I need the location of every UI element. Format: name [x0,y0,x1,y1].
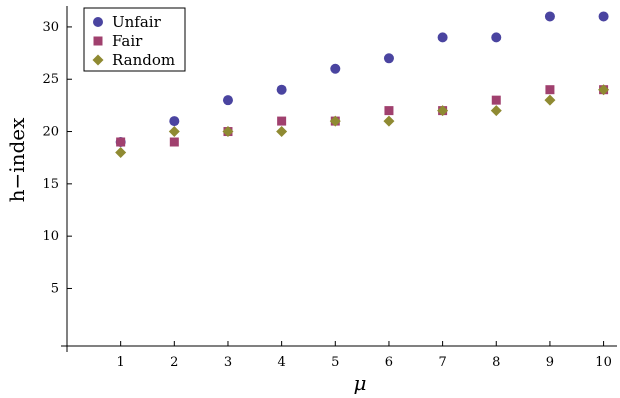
x-tick-label: 9 [546,355,554,370]
y-tick-label: 25 [42,72,59,87]
legend-marker-random [92,54,104,66]
legend-marker-fair [93,36,103,46]
data-point-random [276,126,288,138]
legend-label-fair: Fair [112,32,143,50]
legend-item-unfair: Unfair [93,13,162,31]
legend-label-unfair: Unfair [112,13,162,31]
data-point-random [598,84,610,96]
data-point-random [168,126,180,138]
y-tick-label: 30 [42,20,59,35]
data-point-fair [491,95,501,105]
data-point-unfair [222,95,233,106]
data-point-random [437,105,449,117]
data-point-random [329,115,341,127]
y-axis-label: h−index [5,117,29,203]
x-axis-label: μ [354,371,367,395]
y-tick-label: 15 [42,177,59,192]
axes [61,6,617,352]
legend-marker-unfair [93,17,103,27]
data-point-unfair [383,53,394,64]
data-point-unfair [544,11,555,22]
y-tick-label: 20 [42,125,59,140]
data-point-unfair [491,32,502,43]
series-fair [116,85,609,147]
legend-item-random: Random [92,51,175,69]
data-marks [115,11,610,158]
data-point-unfair [276,84,287,95]
data-point-fair [277,116,287,126]
data-point-fair [169,137,179,147]
data-point-fair [116,137,126,147]
x-tick-label: 10 [595,355,612,370]
data-point-random [383,115,395,127]
data-point-unfair [330,63,341,74]
data-point-fair [384,106,394,116]
x-tick-label: 3 [224,355,232,370]
legend-label-random: Random [112,51,175,69]
series-unfair [115,11,609,147]
x-tick-label: 5 [331,355,339,370]
data-point-random [490,105,502,117]
data-point-unfair [169,116,180,127]
data-point-fair [545,85,555,95]
x-tick-label: 6 [385,355,393,370]
data-point-unfair [437,32,448,43]
y-tick-label: 10 [42,229,59,244]
data-point-random [222,126,234,138]
x-tick-label: 8 [492,355,500,370]
x-tick-label: 1 [117,355,125,370]
x-tick-label: 4 [277,355,285,370]
x-tick-label: 2 [170,355,178,370]
x-tick-label: 7 [438,355,446,370]
data-point-unfair [598,11,609,22]
y-tick-label: 5 [51,281,59,296]
data-point-random [115,146,127,158]
series-random [115,84,610,158]
data-point-random [544,94,556,106]
ticks: 1 2 3 4 5 6 7 8 9 10 5 10 15 20 25 30 [42,20,611,370]
legend-item-fair: Fair [93,32,143,50]
